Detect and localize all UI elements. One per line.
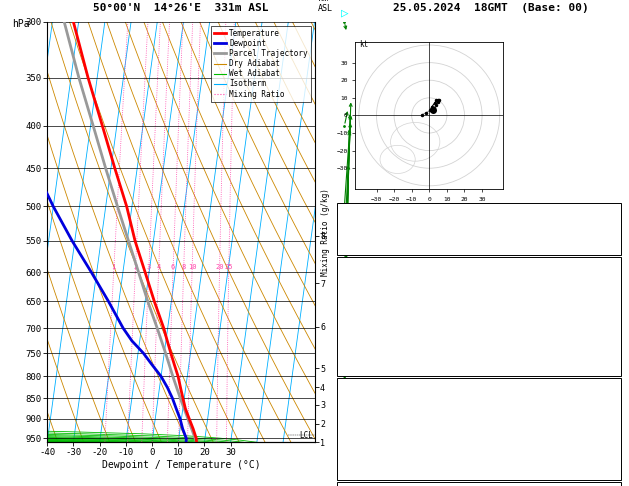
Text: © weatheronline.co.uk: © weatheronline.co.uk: [438, 471, 543, 480]
Text: 2: 2: [133, 264, 137, 270]
Text: Lifted Index: Lifted Index: [340, 434, 405, 442]
Text: 3: 3: [147, 264, 151, 270]
Text: CAPE (J): CAPE (J): [340, 346, 383, 355]
Text: 4: 4: [157, 264, 160, 270]
Text: 6: 6: [171, 264, 175, 270]
Text: 978: 978: [601, 400, 617, 409]
Text: 40: 40: [606, 363, 617, 371]
Text: 25.05.2024  18GMT  (Base: 00): 25.05.2024 18GMT (Base: 00): [392, 3, 589, 13]
Text: 318: 318: [601, 313, 617, 322]
Text: -1: -1: [606, 330, 617, 338]
Text: 1: 1: [111, 264, 116, 270]
Text: Temp (°C): Temp (°C): [340, 280, 389, 289]
Text: 20: 20: [215, 264, 224, 270]
Text: 443: 443: [601, 346, 617, 355]
Text: Lifted Index: Lifted Index: [340, 330, 405, 338]
Text: Surface: Surface: [460, 263, 498, 272]
Text: Most Unstable: Most Unstable: [443, 384, 514, 393]
Text: CIN (J): CIN (J): [340, 363, 378, 371]
Text: -1: -1: [606, 434, 617, 442]
Text: 40: 40: [606, 467, 617, 475]
Text: θₑ(K): θₑ(K): [340, 313, 367, 322]
Text: 318: 318: [601, 417, 617, 426]
Text: θₑ (K): θₑ (K): [340, 417, 372, 426]
Text: kt: kt: [359, 40, 368, 49]
Legend: Temperature, Dewpoint, Parcel Trajectory, Dry Adiabat, Wet Adiabat, Isotherm, Mi: Temperature, Dewpoint, Parcel Trajectory…: [211, 26, 311, 102]
Text: Totals Totals: Totals Totals: [340, 226, 410, 234]
Text: 12.9: 12.9: [596, 296, 617, 305]
Text: 8: 8: [181, 264, 186, 270]
Text: 50°00'N  14°26'E  331m ASL: 50°00'N 14°26'E 331m ASL: [93, 3, 269, 13]
Text: CIN (J): CIN (J): [340, 467, 378, 475]
Text: 10: 10: [188, 264, 196, 270]
Text: CAPE (J): CAPE (J): [340, 450, 383, 459]
Text: 25: 25: [225, 264, 233, 270]
Text: 16.7: 16.7: [596, 280, 617, 289]
Text: 443: 443: [601, 450, 617, 459]
Text: km
ASL: km ASL: [318, 0, 333, 13]
Text: hPa: hPa: [13, 19, 30, 30]
Text: 52: 52: [606, 226, 617, 234]
Text: 31: 31: [606, 209, 617, 218]
Text: PW (cm): PW (cm): [340, 242, 378, 251]
Text: ▷: ▷: [341, 6, 348, 19]
Text: Mixing Ratio (g/kg): Mixing Ratio (g/kg): [321, 188, 330, 276]
Text: K: K: [340, 209, 346, 218]
Text: LCL: LCL: [299, 431, 313, 440]
X-axis label: Dewpoint / Temperature (°C): Dewpoint / Temperature (°C): [101, 460, 260, 469]
Text: Dewp (°C): Dewp (°C): [340, 296, 389, 305]
Text: 2.36: 2.36: [596, 242, 617, 251]
Text: Pressure (mb): Pressure (mb): [340, 400, 410, 409]
